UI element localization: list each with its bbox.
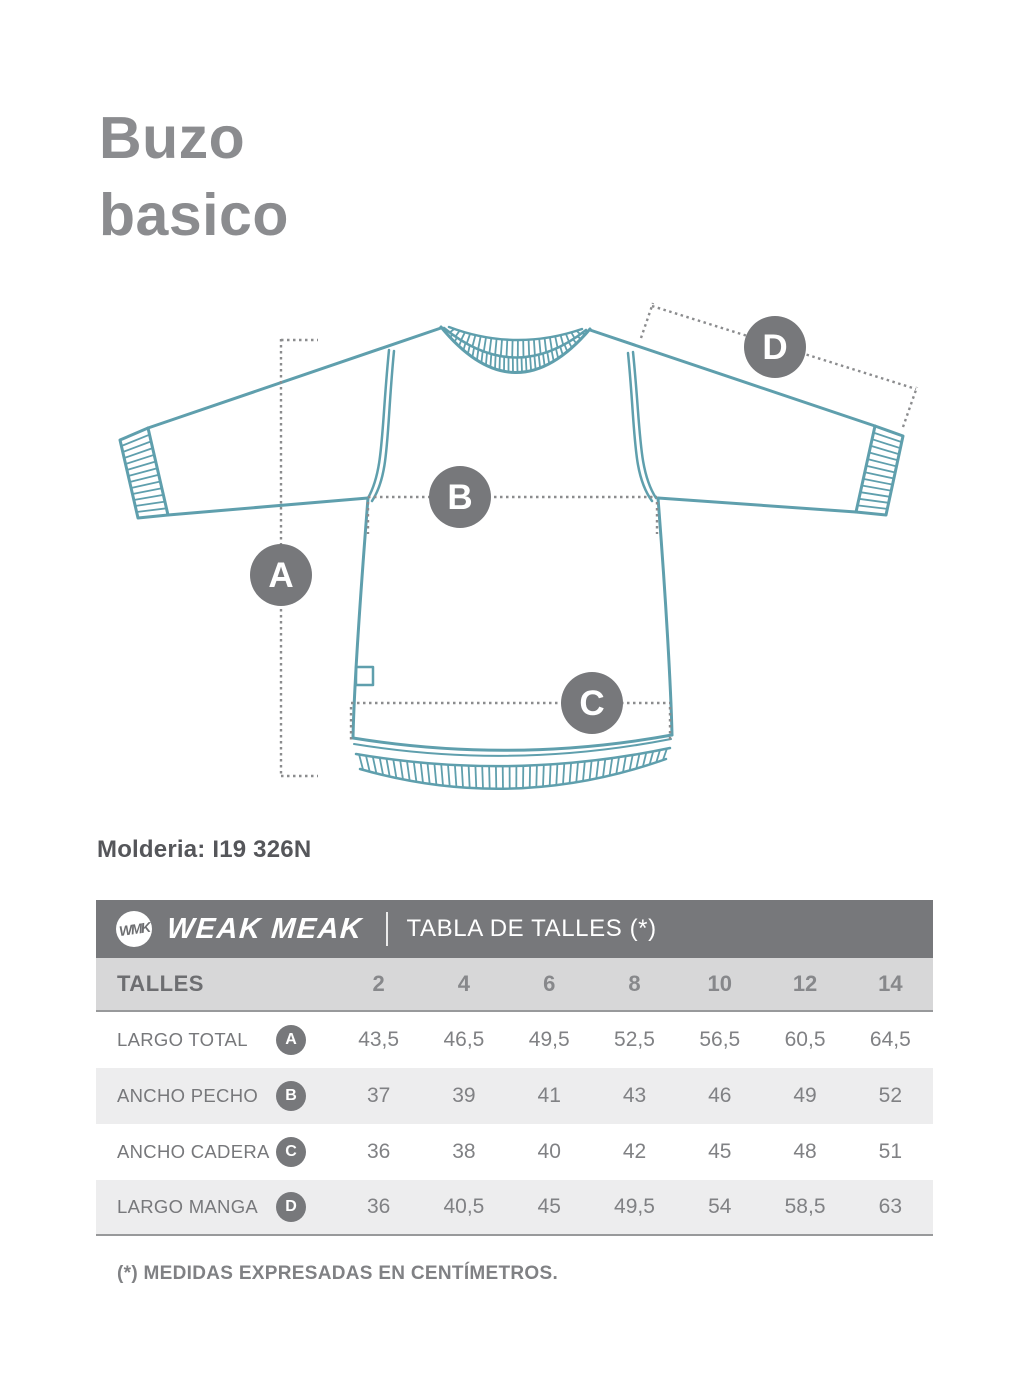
measure-value: 49,5	[614, 1195, 655, 1218]
marker-a-label: A	[268, 556, 293, 595]
measure-value: 40	[537, 1140, 561, 1163]
measure-value: 37	[366, 1084, 391, 1107]
brand-name: WEAK MEAK	[165, 912, 364, 945]
table-row-ancho-cadera: ANCHO CADERA C 36 38 40 42 45 48 51	[96, 1124, 933, 1180]
ribbing-lines	[121, 328, 902, 789]
page-title-line1: Buzo	[99, 105, 246, 171]
row-marker-badge: A	[276, 1025, 306, 1055]
measure-marker-C: C	[561, 672, 623, 734]
row-marker-badge: C	[276, 1137, 306, 1167]
measure-value: 38	[452, 1140, 476, 1163]
measure-value: 49	[793, 1084, 817, 1107]
size-col-header: 2	[372, 971, 385, 996]
measure-value: 36	[366, 1195, 391, 1218]
measure-value: 42	[622, 1140, 647, 1163]
table-row-ancho-pecho: ANCHO PECHO B 37 39 41 43 46 49 52	[96, 1068, 933, 1124]
table-header-bar: WMK WEAK MEAK TABLA DE TALLES (*)	[96, 900, 933, 958]
units-footnote: (*) MEDIDAS EXPRESADAS EN CENTÍMETROS.	[117, 1263, 559, 1284]
marker-d-label: D	[762, 328, 787, 367]
measure-value: 63	[878, 1195, 903, 1218]
table-title: TABLA DE TALLES (*)	[406, 915, 657, 942]
sizes-header-row: TALLES 2 4 6 8 10 12 14	[96, 958, 933, 1012]
measure-value: 54	[708, 1195, 732, 1218]
table-row-largo-manga: LARGO MANGA D 36 40,5 45 49,5 54 58,5 63	[96, 1180, 933, 1236]
size-col-header: 4	[457, 971, 471, 996]
size-col-header: 10	[707, 971, 733, 996]
sweater-outline	[118, 325, 905, 791]
measure-value: 46,5	[443, 1028, 485, 1051]
page-title-line2: basico	[99, 182, 289, 248]
size-col-header: 6	[543, 971, 556, 996]
measure-value: 49,5	[528, 1028, 570, 1051]
measure-marker-A: A	[250, 544, 312, 606]
row-label: ANCHO PECHO	[117, 1085, 259, 1106]
measure-value: 56,5	[699, 1028, 741, 1051]
measure-value: 43,5	[358, 1028, 400, 1051]
size-col-header: 8	[628, 971, 641, 996]
measure-value: 36	[366, 1140, 391, 1163]
marker-c-label: C	[579, 684, 604, 723]
measure-value: 60,5	[784, 1028, 826, 1051]
measure-value: 43	[622, 1084, 647, 1107]
table-row-largo-total: LARGO TOTAL A 43,5 46,5 49,5 52,5 56,5 6…	[96, 1012, 933, 1068]
measure-value: 41	[537, 1084, 561, 1107]
measure-value: 40,5	[443, 1195, 485, 1218]
measure-value: 39	[452, 1084, 476, 1107]
row-label: LARGO TOTAL	[117, 1029, 248, 1050]
measure-value: 52,5	[614, 1028, 655, 1051]
row-marker-badge: D	[276, 1192, 306, 1222]
size-col-header: 12	[792, 971, 818, 996]
side-tag	[354, 665, 375, 687]
marker-b-label: B	[447, 478, 472, 517]
measure-marker-D: D	[744, 316, 806, 378]
row-label: ANCHO CADERA	[117, 1141, 270, 1162]
header-divider	[385, 912, 388, 946]
measure-value: 52	[878, 1084, 903, 1107]
sweater-measurement-diagram: A B C D	[118, 302, 919, 791]
molderia-reference: Molderia: I19 326N	[97, 836, 312, 863]
measure-value: 45	[537, 1195, 561, 1218]
page-title: Buzo basico	[99, 100, 289, 254]
size-table: WMK WEAK MEAK TABLA DE TALLES (*) TALLES…	[96, 900, 933, 1236]
brand-logo-icon: WMK	[116, 911, 152, 947]
measure-value: 58,5	[784, 1195, 826, 1218]
sizes-header-label: TALLES	[117, 971, 204, 996]
row-marker-badge: B	[276, 1081, 306, 1111]
measure-value: 48	[793, 1140, 817, 1163]
measure-value: 51	[878, 1140, 903, 1163]
row-label: LARGO MANGA	[117, 1196, 259, 1217]
brand-logo-monogram: WMK	[117, 918, 151, 940]
measure-marker-B: B	[429, 466, 491, 528]
measure-value: 64,5	[869, 1028, 911, 1051]
measure-value: 45	[708, 1140, 732, 1163]
size-col-header: 14	[878, 971, 903, 996]
measure-value: 46	[708, 1084, 732, 1107]
